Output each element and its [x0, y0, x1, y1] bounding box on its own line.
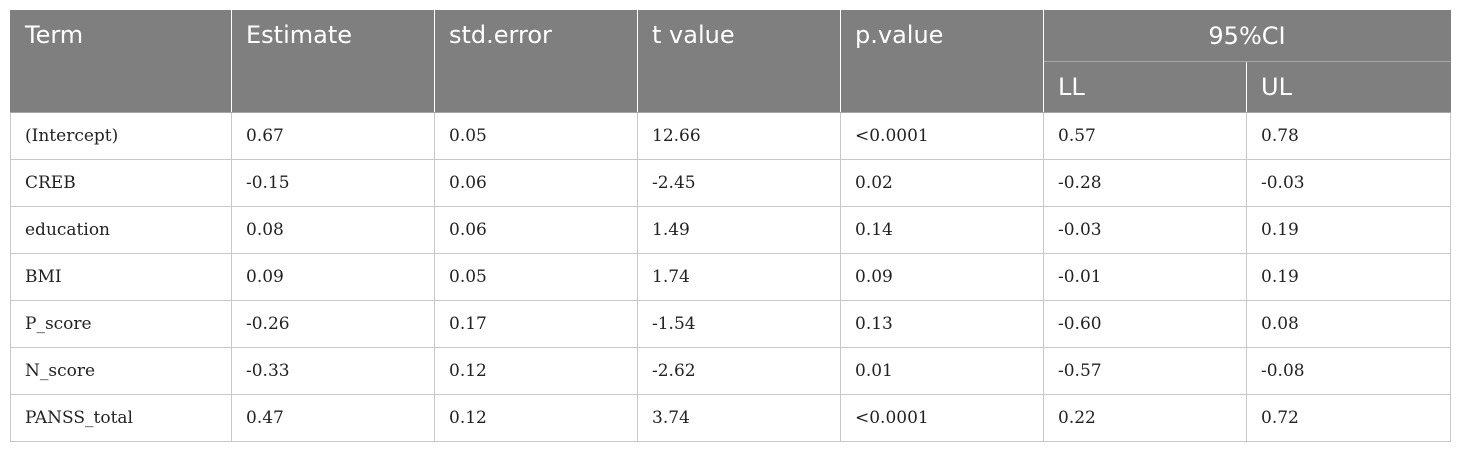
estimate-cell: 0.09	[231, 253, 435, 301]
estimate-cell: 0.67	[231, 112, 435, 160]
table-body: (Intercept) 0.67 0.05 12.66 <0.0001 0.57 0.78 C…	[10, 112, 1451, 442]
t-value-cell: 1.74	[637, 253, 841, 301]
term-cell: education	[10, 206, 232, 254]
ll-cell: -0.03	[1043, 206, 1247, 254]
t-value-cell: 1.49	[637, 206, 841, 254]
p-value-cell: <0.0001	[840, 394, 1044, 442]
ll-cell: 0.57	[1043, 112, 1247, 160]
ll-cell: -0.57	[1043, 347, 1247, 395]
header-95ci: 95%CI	[1043, 10, 1451, 62]
header-std-error: std.error	[434, 10, 638, 113]
t-value-cell: 12.66	[637, 112, 841, 160]
ul-cell: 0.19	[1246, 253, 1451, 301]
term-cell: PANSS_total	[10, 394, 232, 442]
std-error-cell: 0.06	[434, 159, 638, 207]
std-error-cell: 0.17	[434, 300, 638, 348]
ul-cell: -0.03	[1246, 159, 1451, 207]
p-value-cell: <0.0001	[840, 112, 1044, 160]
std-error-cell: 0.05	[434, 112, 638, 160]
ul-cell: 0.78	[1246, 112, 1451, 160]
table-row: PANSS_total 0.47 0.12 3.74 <0.0001 0.22 0.72	[10, 394, 1451, 442]
regression-table: Term Estimate std.error t value p.value …	[10, 10, 1451, 442]
std-error-cell: 0.12	[434, 347, 638, 395]
ll-cell: -0.01	[1043, 253, 1247, 301]
header-row-top: Term Estimate std.error t value p.value …	[10, 10, 1451, 113]
table-row: P_score -0.26 0.17 -1.54 0.13 -0.60 0.08	[10, 300, 1451, 348]
estimate-cell: 0.47	[231, 394, 435, 442]
header-ul: UL	[1246, 61, 1451, 113]
table-row: BMI 0.09 0.05 1.74 0.09 -0.01 0.19	[10, 253, 1451, 301]
p-value-cell: 0.02	[840, 159, 1044, 207]
ul-cell: 0.72	[1246, 394, 1451, 442]
t-value-cell: -2.62	[637, 347, 841, 395]
term-cell: CREB	[10, 159, 232, 207]
std-error-cell: 0.05	[434, 253, 638, 301]
t-value-cell: -1.54	[637, 300, 841, 348]
term-cell: BMI	[10, 253, 232, 301]
std-error-cell: 0.06	[434, 206, 638, 254]
ul-cell: 0.08	[1246, 300, 1451, 348]
table-header: Term Estimate std.error t value p.value …	[10, 10, 1451, 113]
ll-cell: -0.28	[1043, 159, 1247, 207]
p-value-cell: 0.14	[840, 206, 1044, 254]
t-value-cell: 3.74	[637, 394, 841, 442]
table-row: (Intercept) 0.67 0.05 12.66 <0.0001 0.57 0.78	[10, 112, 1451, 160]
header-estimate: Estimate	[231, 10, 435, 113]
ul-cell: 0.19	[1246, 206, 1451, 254]
table-row: N_score -0.33 0.12 -2.62 0.01 -0.57 -0.08	[10, 347, 1451, 395]
ll-cell: 0.22	[1043, 394, 1247, 442]
p-value-cell: 0.09	[840, 253, 1044, 301]
p-value-cell: 0.13	[840, 300, 1044, 348]
estimate-cell: -0.15	[231, 159, 435, 207]
table-row: CREB -0.15 0.06 -2.45 0.02 -0.28 -0.03	[10, 159, 1451, 207]
std-error-cell: 0.12	[434, 394, 638, 442]
header-p-value: p.value	[840, 10, 1044, 113]
header-t-value: t value	[637, 10, 841, 113]
term-cell: P_score	[10, 300, 232, 348]
ll-cell: -0.60	[1043, 300, 1247, 348]
estimate-cell: 0.08	[231, 206, 435, 254]
estimate-cell: -0.33	[231, 347, 435, 395]
header-ll: LL	[1043, 61, 1247, 113]
estimate-cell: -0.26	[231, 300, 435, 348]
term-cell: N_score	[10, 347, 232, 395]
t-value-cell: -2.45	[637, 159, 841, 207]
p-value-cell: 0.01	[840, 347, 1044, 395]
table-row: education 0.08 0.06 1.49 0.14 -0.03 0.19	[10, 206, 1451, 254]
term-cell: (Intercept)	[10, 112, 232, 160]
ul-cell: -0.08	[1246, 347, 1451, 395]
header-term: Term	[10, 10, 232, 113]
